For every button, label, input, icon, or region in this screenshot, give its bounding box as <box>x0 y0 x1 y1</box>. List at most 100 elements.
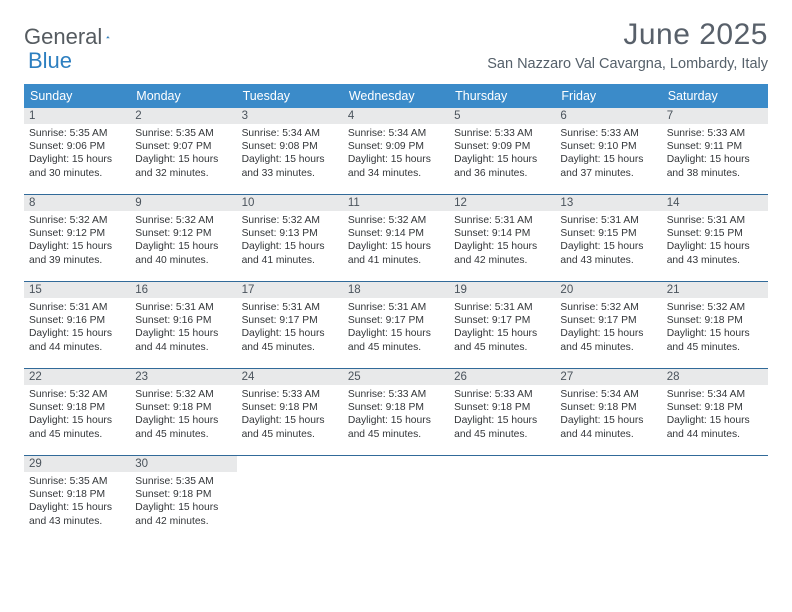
calendar-day <box>662 456 768 542</box>
daylight-text: Daylight: 15 hours and 45 minutes. <box>667 327 763 353</box>
location-text: San Nazzaro Val Cavargna, Lombardy, Ital… <box>487 56 768 72</box>
sunrise-text: Sunrise: 5:32 AM <box>667 301 763 314</box>
sunset-text: Sunset: 9:18 PM <box>29 488 125 501</box>
sunset-text: Sunset: 9:09 PM <box>348 140 444 153</box>
day-number: 6 <box>555 108 661 124</box>
day-number: 16 <box>130 282 236 298</box>
calendar-day: 12Sunrise: 5:31 AMSunset: 9:14 PMDayligh… <box>449 195 555 281</box>
header: General June 2025 San Nazzaro Val Cavarg… <box>0 0 792 76</box>
sunset-text: Sunset: 9:18 PM <box>29 401 125 414</box>
logo-word-2: Blue <box>28 48 72 74</box>
calendar-day <box>449 456 555 542</box>
sunrise-text: Sunrise: 5:31 AM <box>29 301 125 314</box>
daylight-text: Daylight: 15 hours and 45 minutes. <box>454 414 550 440</box>
logo-sail-icon <box>106 28 110 46</box>
day-number: 20 <box>555 282 661 298</box>
sunset-text: Sunset: 9:06 PM <box>29 140 125 153</box>
sunrise-text: Sunrise: 5:31 AM <box>348 301 444 314</box>
sunset-text: Sunset: 9:18 PM <box>667 401 763 414</box>
sunset-text: Sunset: 9:14 PM <box>454 227 550 240</box>
daylight-text: Daylight: 15 hours and 30 minutes. <box>29 153 125 179</box>
calendar-day: 2Sunrise: 5:35 AMSunset: 9:07 PMDaylight… <box>130 108 236 194</box>
sunset-text: Sunset: 9:17 PM <box>454 314 550 327</box>
sunset-text: Sunset: 9:16 PM <box>29 314 125 327</box>
sunrise-text: Sunrise: 5:33 AM <box>560 127 656 140</box>
calendar-day: 1 Sunrise: 5:35 AMSunset: 9:06 PMDaylight… <box>24 108 130 194</box>
calendar-day: 25Sunrise: 5:33 AMSunset: 9:18 PMDayligh… <box>343 369 449 455</box>
sunrise-text: Sunrise: 5:35 AM <box>29 127 125 140</box>
calendar-day: 15Sunrise: 5:31 AMSunset: 9:16 PMDayligh… <box>24 282 130 368</box>
daylight-text: Daylight: 15 hours and 37 minutes. <box>560 153 656 179</box>
sunset-text: Sunset: 9:10 PM <box>560 140 656 153</box>
daylight-text: Daylight: 15 hours and 41 minutes. <box>242 240 338 266</box>
weekday-header: Friday <box>555 84 661 108</box>
calendar-day: 22Sunrise: 5:32 AMSunset: 9:18 PMDayligh… <box>24 369 130 455</box>
daylight-text: Daylight: 15 hours and 45 minutes. <box>348 327 444 353</box>
sunrise-text: Sunrise: 5:33 AM <box>348 388 444 401</box>
calendar: SundayMondayTuesdayWednesdayThursdayFrid… <box>24 84 768 542</box>
sunset-text: Sunset: 9:18 PM <box>135 401 231 414</box>
sunrise-text: Sunrise: 5:35 AM <box>29 475 125 488</box>
day-number: 26 <box>449 369 555 385</box>
day-number: 4 <box>343 108 449 124</box>
daylight-text: Daylight: 15 hours and 43 minutes. <box>29 501 125 527</box>
day-number: 12 <box>449 195 555 211</box>
calendar-day: 30Sunrise: 5:35 AMSunset: 9:18 PMDayligh… <box>130 456 236 542</box>
sunrise-text: Sunrise: 5:32 AM <box>29 214 125 227</box>
sunset-text: Sunset: 9:15 PM <box>560 227 656 240</box>
sunset-text: Sunset: 9:07 PM <box>135 140 231 153</box>
sunset-text: Sunset: 9:17 PM <box>348 314 444 327</box>
day-number: 30 <box>130 456 236 472</box>
calendar-day: 14Sunrise: 5:31 AMSunset: 9:15 PMDayligh… <box>662 195 768 281</box>
day-number: 1 <box>24 108 130 124</box>
calendar-day: 21 Sunrise: 5:32 AMSunset: 9:18 PMDayligh… <box>662 282 768 368</box>
sunrise-text: Sunrise: 5:32 AM <box>242 214 338 227</box>
daylight-text: Daylight: 15 hours and 39 minutes. <box>29 240 125 266</box>
daylight-text: Daylight: 15 hours and 45 minutes. <box>560 327 656 353</box>
sunrise-text: Sunrise: 5:31 AM <box>135 301 231 314</box>
sunset-text: Sunset: 9:18 PM <box>454 401 550 414</box>
day-number: 18 <box>343 282 449 298</box>
sunset-text: Sunset: 9:16 PM <box>135 314 231 327</box>
sunrise-text: Sunrise: 5:32 AM <box>348 214 444 227</box>
month-title: June 2025 <box>487 18 768 52</box>
sunrise-text: Sunrise: 5:31 AM <box>454 301 550 314</box>
daylight-text: Daylight: 15 hours and 45 minutes. <box>242 414 338 440</box>
sunset-text: Sunset: 9:15 PM <box>667 227 763 240</box>
sunset-text: Sunset: 9:14 PM <box>348 227 444 240</box>
day-number: 7 <box>662 108 768 124</box>
day-number: 21 <box>662 282 768 298</box>
calendar-day: 17Sunrise: 5:31 AMSunset: 9:17 PMDayligh… <box>237 282 343 368</box>
day-number: 28 <box>662 369 768 385</box>
calendar-day: 29Sunrise: 5:35 AMSunset: 9:18 PMDayligh… <box>24 456 130 542</box>
weekday-header: Sunday <box>24 84 130 108</box>
daylight-text: Daylight: 15 hours and 41 minutes. <box>348 240 444 266</box>
sunrise-text: Sunrise: 5:33 AM <box>454 388 550 401</box>
daylight-text: Daylight: 15 hours and 33 minutes. <box>242 153 338 179</box>
sunset-text: Sunset: 9:12 PM <box>29 227 125 240</box>
calendar-day: 20Sunrise: 5:32 AMSunset: 9:17 PMDayligh… <box>555 282 661 368</box>
sunset-text: Sunset: 9:13 PM <box>242 227 338 240</box>
weekday-header-row: SundayMondayTuesdayWednesdayThursdayFrid… <box>24 84 768 108</box>
title-block: June 2025 San Nazzaro Val Cavargna, Lomb… <box>487 18 768 72</box>
sunset-text: Sunset: 9:18 PM <box>667 314 763 327</box>
day-number: 13 <box>555 195 661 211</box>
sunrise-text: Sunrise: 5:31 AM <box>560 214 656 227</box>
sunrise-text: Sunrise: 5:35 AM <box>135 127 231 140</box>
weekday-header: Thursday <box>449 84 555 108</box>
daylight-text: Daylight: 15 hours and 38 minutes. <box>667 153 763 179</box>
sunrise-text: Sunrise: 5:34 AM <box>242 127 338 140</box>
sunrise-text: Sunrise: 5:33 AM <box>454 127 550 140</box>
calendar-day: 11Sunrise: 5:32 AMSunset: 9:14 PMDayligh… <box>343 195 449 281</box>
sunrise-text: Sunrise: 5:34 AM <box>667 388 763 401</box>
day-number: 17 <box>237 282 343 298</box>
sunset-text: Sunset: 9:17 PM <box>560 314 656 327</box>
calendar-day: 5Sunrise: 5:33 AMSunset: 9:09 PMDaylight… <box>449 108 555 194</box>
day-number: 14 <box>662 195 768 211</box>
sunrise-text: Sunrise: 5:33 AM <box>242 388 338 401</box>
calendar-day: 4Sunrise: 5:34 AMSunset: 9:09 PMDaylight… <box>343 108 449 194</box>
daylight-text: Daylight: 15 hours and 44 minutes. <box>135 327 231 353</box>
sunset-text: Sunset: 9:18 PM <box>242 401 338 414</box>
daylight-text: Daylight: 15 hours and 34 minutes. <box>348 153 444 179</box>
calendar-week: 22Sunrise: 5:32 AMSunset: 9:18 PMDayligh… <box>24 369 768 456</box>
